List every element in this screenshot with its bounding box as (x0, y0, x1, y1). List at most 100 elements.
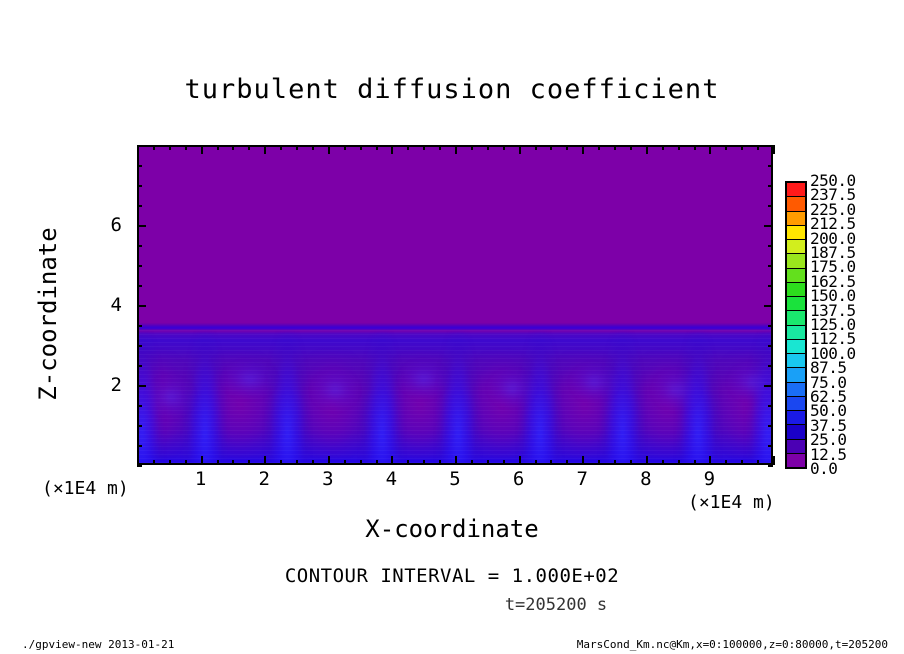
x-axis-tick (725, 460, 728, 465)
x-axis-tick (343, 145, 346, 150)
x-axis-tick (200, 456, 203, 465)
x-axis-tick (455, 145, 457, 154)
x-axis-tick (248, 145, 251, 150)
page-title: turbulent diffusion coefficient (184, 74, 720, 105)
y-axis-tick (137, 465, 142, 467)
y-axis-tick (137, 245, 142, 247)
convective-plume (139, 330, 165, 463)
x-axis-tick (502, 460, 505, 465)
plot-area (137, 145, 773, 465)
y-axis-tick (137, 145, 146, 147)
convective-plume (360, 330, 405, 463)
cell-swirl (309, 368, 361, 413)
x-axis-tick (280, 460, 283, 465)
x-axis-tick (423, 460, 426, 465)
x-axis-tick (629, 145, 632, 150)
cell-swirl (486, 368, 538, 410)
x-axis-title: X-coordinate (365, 515, 539, 543)
cell-swirl (221, 358, 279, 400)
colorbar-tick-label: 12.5 (810, 444, 847, 464)
x-axis-tick (296, 460, 298, 465)
convective-plume (676, 330, 721, 463)
x-axis-tick (327, 145, 330, 154)
x-axis-tick (645, 145, 648, 154)
x-axis-tick (423, 145, 426, 150)
cell-swirl (145, 374, 196, 419)
x-axis-tick (661, 145, 664, 150)
colorbar (785, 181, 807, 469)
y-axis-tick (137, 385, 146, 387)
x-axis-tick-label: 4 (385, 468, 398, 490)
y-axis-tick (764, 225, 773, 227)
y-axis-tick (137, 365, 142, 367)
y-axis-tick (768, 465, 773, 467)
x-axis-tick (216, 460, 219, 465)
x-axis-tick (264, 456, 267, 465)
colorbar-band (787, 183, 805, 198)
x-axis-unit-label: (×1E4 m) (688, 492, 775, 513)
x-axis-tick (773, 145, 775, 154)
x-axis-tick-label: 5 (449, 468, 461, 490)
x-axis-tick (709, 456, 712, 465)
x-axis-tick (343, 460, 346, 465)
colorbar-tick-label: 50.0 (810, 401, 847, 421)
colorbar-band (787, 325, 805, 340)
x-axis-tick-label: 6 (512, 468, 525, 490)
cell-swirl (398, 358, 449, 400)
x-axis-tick (598, 145, 601, 150)
x-axis-tick (693, 145, 696, 150)
y-axis-tick (137, 345, 142, 347)
cell-swirl (726, 361, 771, 403)
x-axis-tick (439, 145, 442, 150)
timestamp-label: t=205200 s (504, 595, 608, 615)
y-axis-tick (764, 385, 773, 387)
x-axis-tick (359, 145, 362, 150)
x-axis-tick (137, 145, 139, 154)
x-axis-tick (550, 145, 553, 150)
x-axis-tick-label: 8 (640, 468, 652, 490)
colorbar-tick-label: 212.5 (810, 214, 856, 234)
x-axis-tick (582, 145, 585, 154)
y-axis-tick-label: 2 (110, 374, 122, 396)
y-axis-tick (768, 425, 773, 427)
x-axis-tick (391, 456, 394, 465)
x-axis-tick (311, 145, 314, 150)
footer-command-label: ./gpview-new 2013-01-21 (22, 638, 175, 651)
x-axis-tick (518, 145, 521, 154)
x-axis-tick (598, 460, 601, 465)
x-axis-tick (645, 456, 648, 465)
y-axis-tick-label: 6 (110, 214, 122, 236)
y-axis-unit-label: (×1E4 m) (42, 478, 129, 499)
colorbar-band (787, 311, 805, 326)
x-axis-tick (280, 145, 283, 150)
y-axis-tick (764, 145, 773, 147)
x-axis-tick (486, 460, 489, 465)
colorbar-band (787, 439, 805, 454)
x-axis-tick (168, 145, 171, 150)
x-axis-tick (757, 460, 760, 465)
colorbar-band (787, 382, 805, 397)
y-axis-tick (137, 405, 142, 407)
x-axis-tick (248, 460, 251, 465)
colorbar-tick-label: 75.0 (810, 372, 847, 392)
colorbar-tick-label: 125.0 (810, 315, 856, 334)
x-axis-tick (629, 460, 632, 465)
x-axis-tick (534, 145, 537, 150)
convective-plume (436, 330, 481, 463)
y-axis-tick (768, 165, 773, 167)
y-axis-tick (768, 185, 773, 187)
x-axis-tick (677, 145, 680, 150)
x-axis-tick (439, 460, 442, 465)
colorbar-tick-label: 162.5 (810, 271, 856, 291)
x-axis-tick (375, 145, 378, 150)
colorbar-band (787, 254, 805, 269)
convective-plume (600, 330, 645, 463)
colorbar-tick-label: 137.5 (810, 300, 856, 320)
colorbar-tick-label: 187.5 (810, 243, 856, 262)
colorbar-band (787, 354, 805, 369)
x-axis-tick (614, 145, 616, 150)
x-axis-tick (518, 456, 521, 465)
x-axis-tick (709, 145, 712, 154)
y-axis-tick (137, 285, 142, 287)
